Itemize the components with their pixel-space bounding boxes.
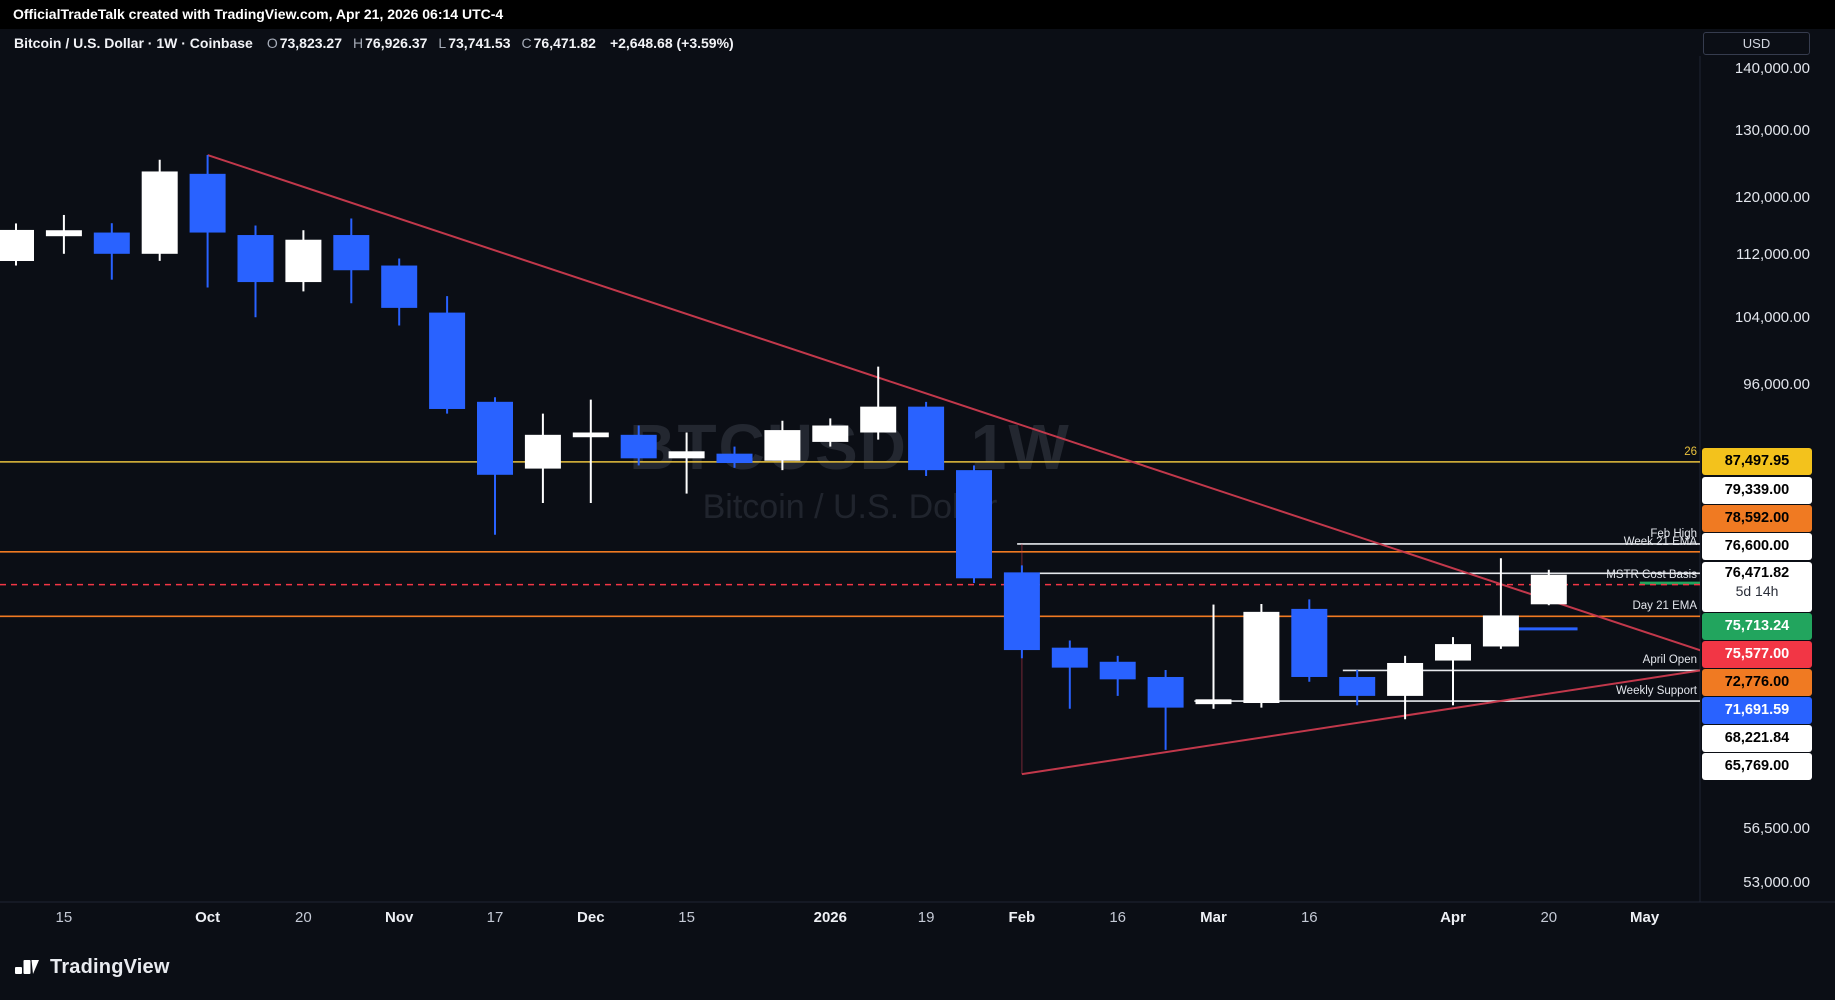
candle <box>1243 603 1280 708</box>
candle <box>1051 640 1088 709</box>
tradingview-logo-icon[interactable] <box>14 954 40 980</box>
symbol-title[interactable]: Bitcoin / U.S. Dollar · 1W · Coinbase <box>14 35 253 51</box>
candle-body <box>1435 644 1471 661</box>
candle <box>1387 655 1424 720</box>
candle <box>956 465 992 584</box>
candle-body <box>1291 608 1328 677</box>
candle <box>812 418 849 447</box>
candle-body <box>0 229 34 262</box>
attribution-bar: OfficialTradeTalk created with TradingVi… <box>0 0 1835 29</box>
ohlc-values: O 73,823.27 H 76,926.37 L 73,741.53 C 76,471.82 <box>267 35 596 51</box>
candle-body <box>429 312 466 409</box>
candle <box>860 366 897 440</box>
candle-body <box>93 232 130 254</box>
candle-body <box>45 230 82 237</box>
plot-area <box>0 154 1700 776</box>
change-value: +2,648.68 (+3.59%) <box>609 35 734 51</box>
candle-body <box>333 235 370 271</box>
candle-body <box>860 406 897 433</box>
candle-body <box>1243 611 1280 704</box>
candle <box>620 425 657 466</box>
candle-body <box>524 434 561 469</box>
candle-body <box>668 451 705 459</box>
candle-body <box>908 406 945 471</box>
candle-body <box>1099 661 1136 680</box>
candle-body <box>620 434 657 459</box>
candle <box>189 155 226 288</box>
candle-body <box>716 453 753 464</box>
candle <box>1482 558 1519 649</box>
candle <box>1003 565 1040 659</box>
candle <box>45 214 82 254</box>
candle-body <box>381 265 418 308</box>
candle-body <box>1530 574 1567 605</box>
candle-body <box>1387 662 1424 696</box>
candle <box>237 225 274 318</box>
ohlc-item: O 73,823.27 <box>266 35 342 51</box>
candle <box>429 296 466 414</box>
candle <box>1435 637 1471 706</box>
candle <box>908 401 945 476</box>
candle-body <box>189 173 226 233</box>
ohlc-item: H 76,926.37 <box>353 35 428 51</box>
candle <box>1291 599 1328 682</box>
candle <box>524 413 561 503</box>
candle <box>1530 569 1567 606</box>
candle <box>477 397 513 535</box>
price-axis[interactable] <box>1700 56 1835 902</box>
candle-body <box>285 239 322 283</box>
candle <box>381 258 418 326</box>
currency-toggle-button[interactable]: USD <box>1703 32 1810 55</box>
candle-body <box>764 430 801 461</box>
trendline <box>207 154 1700 652</box>
candle <box>1099 655 1136 696</box>
ohlc-item: L 73,741.53 <box>438 35 511 51</box>
candle-body <box>956 470 992 579</box>
candle-body <box>1051 647 1088 668</box>
candle <box>93 223 130 280</box>
candle <box>572 399 609 503</box>
candle-body <box>812 425 849 442</box>
candle <box>764 420 801 471</box>
candle <box>285 230 322 292</box>
candle-body <box>1339 676 1376 696</box>
candle-body <box>477 401 513 475</box>
tradingview-wordmark[interactable]: TradingView <box>50 955 170 978</box>
footer-bar: TradingView <box>14 950 170 984</box>
attribution-text: OfficialTradeTalk created with TradingVi… <box>13 6 504 22</box>
time-axis[interactable] <box>0 903 1700 933</box>
candle-body <box>572 432 609 438</box>
candle <box>1147 669 1184 750</box>
candle <box>333 218 370 304</box>
trendline <box>1021 669 1700 776</box>
candle-body <box>141 171 178 254</box>
ohlc-item: C 76,471.82 <box>521 35 596 51</box>
candle <box>668 432 705 494</box>
candle-body <box>1147 676 1184 708</box>
candle <box>0 223 34 266</box>
candle-body <box>1482 615 1519 647</box>
candle-body <box>237 235 274 283</box>
candle <box>716 446 753 468</box>
candle <box>1195 604 1232 709</box>
candle <box>141 159 178 261</box>
candle-body <box>1195 699 1232 705</box>
candle <box>1339 669 1376 706</box>
candle-body <box>1003 572 1040 651</box>
